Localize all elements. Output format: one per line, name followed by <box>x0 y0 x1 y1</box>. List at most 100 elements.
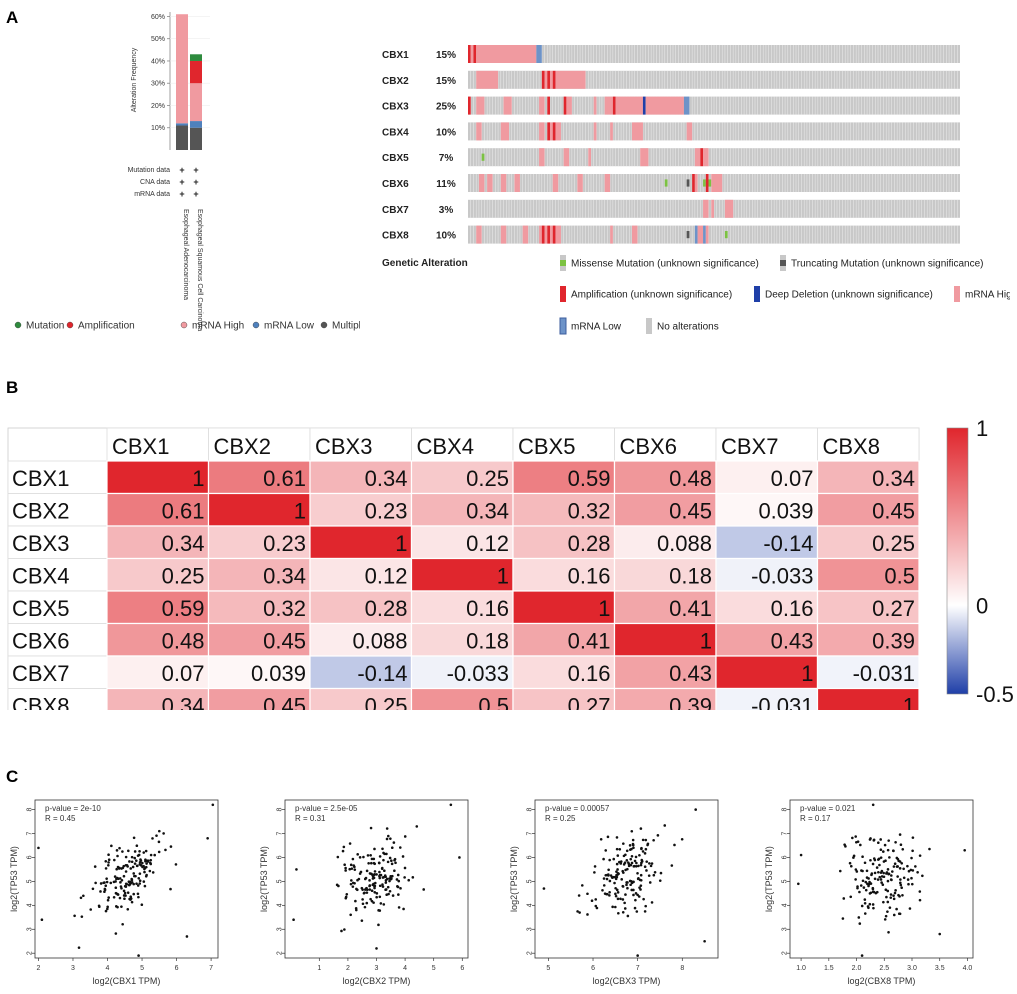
heatmap-cell <box>106 525 210 560</box>
alteration-high <box>703 148 709 167</box>
scatter-point <box>375 873 378 876</box>
bar-segment-mutation <box>190 54 202 61</box>
heatmap-cell <box>512 492 616 527</box>
scatter-point <box>799 853 803 857</box>
scatter-point <box>372 876 376 880</box>
scatter-point <box>631 838 635 842</box>
scatter-point <box>898 867 902 870</box>
scatter-point <box>849 864 853 868</box>
scatter-point <box>613 881 616 885</box>
scatter-point <box>403 876 406 879</box>
cell-value: 0.43 <box>771 629 814 654</box>
scatter-point <box>386 834 390 838</box>
scatter-point <box>132 836 136 840</box>
scatter-point <box>938 932 942 936</box>
x-tick-label: 2 <box>346 965 350 972</box>
scatter-point <box>124 885 128 888</box>
scatter-point <box>370 857 374 861</box>
gene-label: CBX2 <box>382 76 409 87</box>
scatter-point <box>863 901 867 905</box>
scatter-point <box>879 848 883 852</box>
alteration-amp <box>541 70 545 89</box>
cell-value: 0.25 <box>365 694 408 711</box>
scatter-point <box>863 861 867 865</box>
p-value-label: p-value = 0.00057 <box>545 804 610 813</box>
scatter-point <box>911 836 915 839</box>
scatter-point <box>619 860 623 863</box>
y-tick-label: 5 <box>782 879 789 883</box>
scatter-point <box>883 918 887 921</box>
gene-label: CBX1 <box>382 50 409 61</box>
scatter-point <box>606 835 610 839</box>
scatter-point <box>871 803 875 807</box>
scatter-point <box>151 837 154 840</box>
scatter-point <box>911 869 915 872</box>
alteration-high <box>604 174 611 192</box>
scatter-point <box>144 849 148 853</box>
scatter-point <box>630 861 634 865</box>
scatter-point <box>852 854 856 858</box>
scatter-point <box>877 857 881 861</box>
scatter-point <box>643 910 647 913</box>
scatter-point <box>383 852 386 856</box>
scatter-point <box>394 861 397 865</box>
scatter-point <box>105 877 108 880</box>
x-tick-label: 4 <box>403 965 407 972</box>
alteration-high <box>555 70 586 89</box>
row-header-cell <box>7 655 108 689</box>
y-axis-label: log2(TP53 TPM) <box>9 846 19 912</box>
alteration-mis <box>724 231 728 239</box>
scatter-point <box>898 912 902 916</box>
scatter-point <box>898 895 901 898</box>
alteration-high <box>632 122 643 141</box>
alteration-high <box>539 96 545 115</box>
cell-value: 0.41 <box>669 596 712 621</box>
scatter-point <box>128 882 132 886</box>
scatter-point <box>349 882 353 886</box>
scatter-point <box>916 870 919 874</box>
heatmap-cell <box>309 525 413 560</box>
cell-value: 1 <box>801 661 813 686</box>
heatmap-cell <box>816 655 920 690</box>
scatter-point <box>378 876 382 880</box>
alteration-high <box>514 174 520 192</box>
scatter-point <box>644 838 648 842</box>
y-tick-label: 3 <box>782 927 789 931</box>
scatter-point <box>356 853 359 856</box>
scatter-point <box>631 843 635 847</box>
scatter-point <box>616 868 619 871</box>
scatter-point <box>365 869 369 873</box>
scatter-point <box>40 918 44 921</box>
scatter-point <box>368 888 372 891</box>
scatter-point <box>607 873 610 876</box>
scatter-point <box>638 853 641 857</box>
alteration-high <box>503 96 512 115</box>
cell-value: 0.039 <box>758 499 813 524</box>
row-header-cell <box>7 558 108 592</box>
scatter-point <box>797 882 800 886</box>
plot-frame <box>34 799 219 959</box>
scatter-point <box>863 912 867 915</box>
legend-swatch-mrna-low <box>252 321 260 329</box>
alteration-high <box>645 96 684 115</box>
r-value-label: R = 0.45 <box>45 814 76 823</box>
alteration-amp <box>468 45 471 63</box>
scatter-point <box>360 919 364 922</box>
heatmap-cell <box>816 492 920 527</box>
scatter-point <box>142 851 146 854</box>
scatter-point <box>644 904 647 908</box>
scatter-point <box>703 939 706 943</box>
scatter-point <box>594 898 598 901</box>
colorbar <box>946 427 969 695</box>
scatter-point <box>618 847 622 851</box>
scatter-point <box>630 847 633 851</box>
r-value-label: R = 0.25 <box>545 814 576 823</box>
scatter-point <box>385 827 389 830</box>
heatmap-cell <box>309 492 413 527</box>
cell-value: 0.34 <box>872 466 915 491</box>
cell-value: 0.28 <box>365 596 408 621</box>
heatmap-cell <box>106 655 210 690</box>
scatter-point <box>641 850 645 853</box>
scatter-point <box>888 856 891 859</box>
scatter-point <box>619 897 622 901</box>
